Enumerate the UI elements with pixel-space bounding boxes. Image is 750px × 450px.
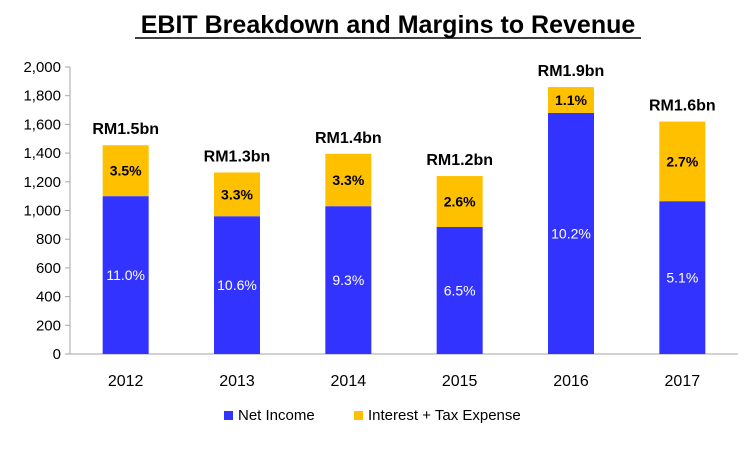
x-tick-label: 2012 [108,373,144,390]
bar-interest-tax [102,145,149,197]
bar-interest-tax [436,176,483,228]
legend-swatch-net-income [224,411,233,420]
legend-label-net-income: Net Income [238,407,315,424]
bar-interest-tax [214,172,260,217]
ebit-total-label: RM1.9bn [538,63,605,80]
bar-net-income [102,196,149,354]
y-axis: 0 200 400 600 800 1,000 1,200 1,400 1,600 1,800 2,… [23,59,71,363]
net-income-margin-label: 9.3% [332,272,364,288]
y-tick-label: 1,400 [23,145,61,162]
bar-labels: 11.0% 3.5% RM1.5bn 10.6% 3.3% RM1.3bn 9.3% 3.3%… [92,63,715,298]
y-tick-label: 0 [53,346,61,363]
interest-tax-margin-label: 1.1% [555,92,587,108]
interest-tax-margin-label: 3.3% [332,172,364,188]
y-tick-label: 1,600 [23,116,61,133]
bar-net-income [214,216,260,354]
ebit-total-label: RM1.6bn [649,98,716,115]
legend-label-interest-tax: Interest + Tax Expense [368,407,521,424]
bar-net-income [548,112,594,354]
ebit-total-label: RM1.5bn [92,121,159,138]
net-income-margin-label: 11.0% [106,267,145,283]
interest-tax-margin-label: 3.3% [221,186,253,202]
legend: Net Income Interest + Tax Expense [224,407,521,424]
y-tick-label: 800 [36,231,61,248]
bar-net-income [659,201,706,354]
net-income-margin-label: 10.2% [551,225,591,241]
ebit-total-label: RM1.2bn [426,152,493,169]
x-tick-label: 2013 [219,373,255,390]
net-income-margin-label: 5.1% [666,270,698,286]
y-tick-label: 2,000 [23,59,61,76]
bar-net-income [325,206,372,354]
chart-title: EBIT Breakdown and Margins to Revenue [141,11,636,39]
y-tick-label: 1,800 [23,88,61,105]
x-tick-label: 2015 [442,373,478,390]
bar-interest-tax [325,153,372,207]
bars [102,87,706,354]
y-tick-label: 200 [36,317,61,334]
bar-interest-tax [659,121,706,202]
x-axis: 2012 2013 2014 2015 2016 2017 [70,353,738,390]
net-income-margin-label: 6.5% [444,283,476,299]
interest-tax-margin-label: 2.7% [666,153,698,169]
ebit-total-label: RM1.3bn [204,148,271,165]
y-tick-label: 400 [36,289,61,306]
legend-swatch-interest-tax [354,411,363,420]
y-tick-label: 1,000 [23,203,61,220]
bar-interest-tax [548,87,594,113]
x-tick-label: 2017 [665,373,701,390]
bar-net-income [436,227,483,354]
interest-tax-margin-label: 2.6% [444,194,476,210]
interest-tax-margin-label: 3.5% [110,163,142,179]
y-tick-label: 600 [36,260,61,277]
x-tick-label: 2016 [553,373,589,390]
y-tick-label: 1,200 [23,174,61,191]
x-tick-label: 2014 [331,373,367,390]
ebit-total-label: RM1.4bn [315,130,382,147]
net-income-margin-label: 10.6% [217,277,257,293]
